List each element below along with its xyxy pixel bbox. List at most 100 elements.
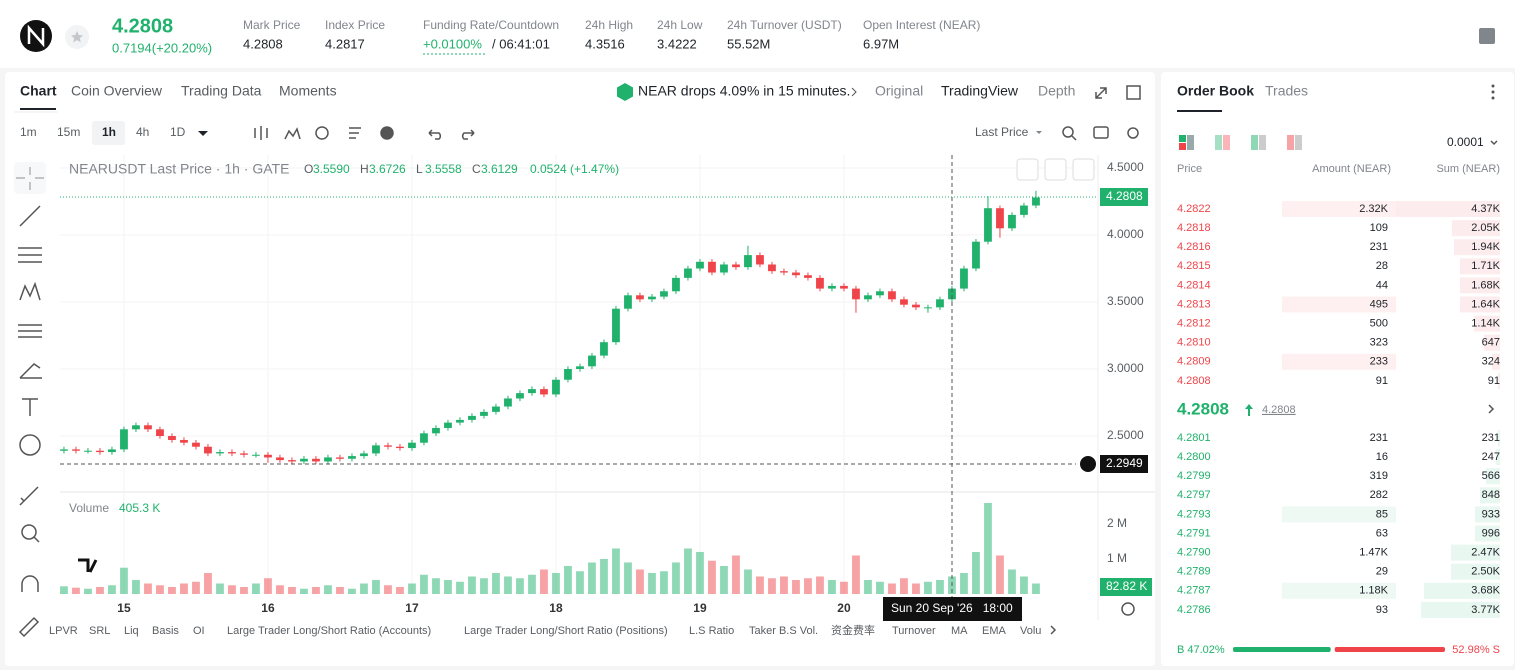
fib-tool[interactable] xyxy=(18,324,42,338)
redo-icon[interactable] xyxy=(461,129,475,140)
x-tick-label: 18 xyxy=(549,601,563,615)
book-price[interactable]: 4.2787 xyxy=(1177,585,1211,597)
settings-icon[interactable] xyxy=(1127,127,1139,139)
fullscreen-icon[interactable] xyxy=(1095,87,1107,99)
mid-arrow[interactable] xyxy=(1488,404,1495,414)
candle-icon[interactable] xyxy=(254,126,268,140)
book-price[interactable]: 4.2801 xyxy=(1177,432,1211,444)
indicator[interactable]: Liq xyxy=(124,625,139,637)
replay-icon[interactable] xyxy=(315,126,329,140)
indicator[interactable]: Turnover xyxy=(892,625,936,637)
volume-bar xyxy=(240,586,248,594)
candle-body xyxy=(612,308,620,343)
magnet-tool[interactable] xyxy=(21,575,39,592)
camera-icon[interactable] xyxy=(1093,126,1109,139)
volume-bar xyxy=(984,502,992,594)
template-icon[interactable] xyxy=(349,127,361,139)
interval[interactable]: 4h xyxy=(136,125,149,139)
book-price[interactable]: 4.2797 xyxy=(1177,489,1211,501)
crosshair-add[interactable] xyxy=(1080,456,1096,472)
book-price[interactable]: 4.2812 xyxy=(1177,318,1211,330)
tab[interactable]: Trading Data xyxy=(181,83,262,99)
window-icon[interactable] xyxy=(1126,85,1141,100)
chart-button[interactable] xyxy=(1044,158,1067,181)
news[interactable]: NEAR drops 4.09% in 15 minutes. xyxy=(638,83,850,99)
book-price[interactable]: 4.2813 xyxy=(1177,298,1211,310)
pattern-tool[interactable] xyxy=(19,281,41,301)
candle-body xyxy=(228,452,236,454)
book-price[interactable]: 4.2816 xyxy=(1177,241,1211,253)
indicator-icon[interactable] xyxy=(284,127,301,140)
chart-button[interactable] xyxy=(1072,158,1095,181)
dropdown[interactable] xyxy=(1036,131,1042,134)
indicator[interactable]: EMA xyxy=(982,625,1007,637)
ruler-tool[interactable] xyxy=(19,486,39,506)
zoom-tool[interactable] xyxy=(21,524,37,540)
add-icon[interactable] xyxy=(380,126,394,140)
book-price[interactable]: 4.2808 xyxy=(1177,375,1211,387)
book-price[interactable]: 4.2809 xyxy=(1177,356,1211,368)
interval[interactable]: 1D xyxy=(170,125,186,139)
book-price[interactable]: 4.2810 xyxy=(1177,337,1211,349)
indicator[interactable]: Volu xyxy=(1020,625,1041,637)
tab[interactable]: Chart xyxy=(20,83,57,99)
price-source[interactable]: Last Price xyxy=(975,125,1029,139)
pencil-tool[interactable] xyxy=(18,616,40,638)
scale-settings[interactable] xyxy=(1121,602,1135,616)
chart-button[interactable] xyxy=(1016,158,1039,181)
book-price[interactable]: 4.2791 xyxy=(1177,527,1211,539)
text-tool[interactable] xyxy=(22,398,38,416)
indicator[interactable]: OI xyxy=(193,625,205,637)
volume-bar xyxy=(516,578,524,594)
indicator[interactable]: 资金费率 xyxy=(831,623,875,637)
volume-bar xyxy=(972,551,980,594)
precision-dropdown[interactable] xyxy=(1490,140,1498,146)
book-price[interactable]: 4.2800 xyxy=(1177,451,1211,463)
line-tool[interactable] xyxy=(19,205,41,227)
book-tab[interactable]: Order Book xyxy=(1177,83,1254,99)
book-price[interactable]: 4.2786 xyxy=(1177,604,1211,616)
tab[interactable]: Moments xyxy=(279,83,337,99)
book-price[interactable]: 4.2790 xyxy=(1177,547,1211,559)
book-price[interactable]: 4.2789 xyxy=(1177,566,1211,578)
tab[interactable]: Coin Overview xyxy=(71,83,163,99)
view-tab[interactable]: Depth xyxy=(1038,83,1075,99)
mid-price: 4.2808 xyxy=(1177,399,1229,418)
indicator[interactable]: MA xyxy=(951,625,968,637)
indicator[interactable]: Taker B.S Vol. xyxy=(749,625,818,637)
interval[interactable]: 15m xyxy=(57,125,80,139)
book-price[interactable]: 4.2815 xyxy=(1177,260,1211,272)
interval[interactable]: 1h xyxy=(102,125,116,139)
volume-bar xyxy=(504,576,512,594)
menu-icon[interactable] xyxy=(1479,28,1495,44)
interval[interactable]: 1m xyxy=(20,125,37,139)
book-price[interactable]: 4.2799 xyxy=(1177,470,1211,482)
precision[interactable]: 0.0001 xyxy=(1447,135,1484,149)
more-arrow[interactable] xyxy=(1050,625,1057,635)
dots[interactable] xyxy=(1491,84,1495,88)
indicator[interactable]: LPVR xyxy=(49,625,78,637)
book-price[interactable]: 4.2793 xyxy=(1177,508,1211,520)
indicator[interactable]: Large Trader Long/Short Ratio (Positions… xyxy=(464,625,668,637)
book-price[interactable]: 4.2814 xyxy=(1177,279,1211,291)
book-tab[interactable]: Trades xyxy=(1265,83,1308,99)
book-amount: 500 xyxy=(1370,318,1388,330)
indicator[interactable]: Basis xyxy=(152,625,179,637)
dropdown[interactable] xyxy=(198,131,208,136)
candle-body xyxy=(132,425,140,430)
indicator[interactable]: Large Trader Long/Short Ratio (Accounts) xyxy=(227,625,431,637)
crosshair-price-bg xyxy=(1100,455,1148,473)
book-price[interactable]: 4.2818 xyxy=(1177,222,1211,234)
indicator[interactable]: SRL xyxy=(89,625,110,637)
channel-tool[interactable] xyxy=(18,247,42,263)
book-price[interactable]: 4.2822 xyxy=(1177,203,1211,215)
search-icon[interactable] xyxy=(1062,126,1074,138)
view-tab[interactable]: Original xyxy=(875,83,923,99)
view-tab[interactable]: TradingView xyxy=(941,83,1019,99)
indicator[interactable]: L.S Ratio xyxy=(689,625,734,637)
brush-tool[interactable] xyxy=(19,363,42,379)
undo-icon[interactable] xyxy=(428,129,442,140)
emoji-tool[interactable] xyxy=(19,434,41,456)
stat-label: Mark Price xyxy=(243,18,301,32)
candle-body xyxy=(936,299,944,308)
